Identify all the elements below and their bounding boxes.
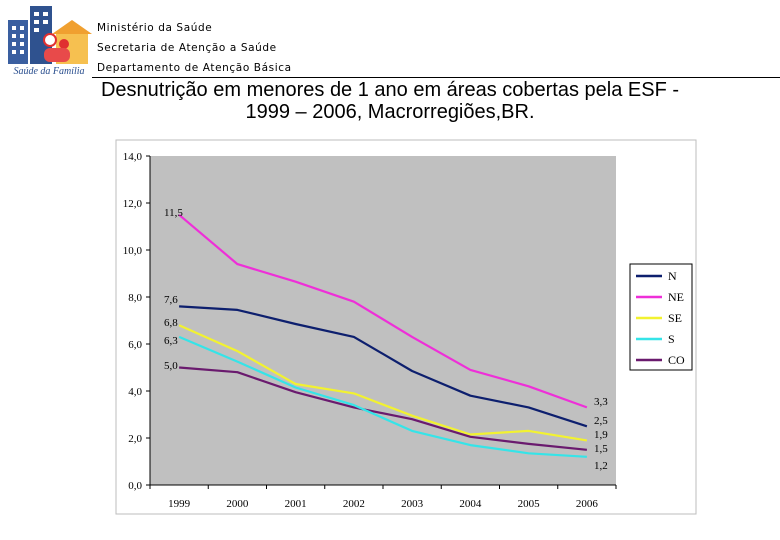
- x-tick-label: 2002: [343, 498, 365, 510]
- x-tick-label: 2004: [459, 498, 482, 510]
- x-tick-label: 2005: [518, 498, 541, 510]
- start-label-co: 5,0: [164, 360, 178, 372]
- end-label-ne: 3,3: [594, 396, 608, 408]
- y-tick-label: 12,0: [123, 198, 143, 210]
- y-tick-label: 14,0: [123, 151, 143, 163]
- series-line-s: [178, 335, 587, 458]
- y-tick-label: 4,0: [128, 386, 142, 398]
- header-rule: [92, 77, 780, 78]
- series-line-co: [179, 366, 588, 451]
- legend-label-co: CO: [668, 353, 685, 367]
- x-tick-label: 1999: [168, 498, 191, 510]
- legend-label-se: SE: [668, 311, 682, 325]
- y-tick-label: 10,0: [123, 245, 143, 257]
- y-tick-label: 2,0: [128, 433, 142, 445]
- legend-label-n: N: [668, 269, 677, 283]
- x-tick-label: 2003: [401, 498, 424, 510]
- end-label-n: 2,5: [594, 415, 608, 427]
- header-secretariat: Secretaria de Atenção a Saúde: [97, 42, 277, 54]
- end-label-se: 1,9: [594, 429, 608, 441]
- series-line-n: [179, 305, 588, 428]
- start-label-ne: 11,5: [164, 207, 183, 219]
- legend-label-s: S: [668, 332, 675, 346]
- start-label-s: 6,3: [164, 335, 178, 347]
- title-line-1: Desnutrição em menores de 1 ano em áreas…: [100, 79, 680, 101]
- header-ministry: Ministério da Saúde: [97, 22, 213, 34]
- saude-da-familia-logo: Saúde da Família: [4, 4, 94, 78]
- y-tick-label: 8,0: [128, 292, 142, 304]
- legend-label-ne: NE: [668, 290, 684, 304]
- header-department: Departamento de Atenção Básica: [97, 62, 292, 74]
- end-label-co: 1,5: [594, 443, 608, 455]
- end-label-s: 1,2: [594, 460, 608, 472]
- x-tick-label: 2006: [576, 498, 599, 510]
- x-tick-label: 2000: [226, 498, 249, 510]
- page-title: Desnutrição em menores de 1 ano em áreas…: [20, 79, 760, 123]
- y-tick-label: 6,0: [128, 339, 142, 351]
- start-label-n: 7,6: [164, 294, 178, 306]
- series-line-ne: [178, 213, 588, 409]
- y-tick-label: 0,0: [128, 480, 142, 492]
- x-tick-label: 2001: [285, 498, 307, 510]
- title-line-2: 1999 – 2006, Macrorregiões,BR.: [245, 101, 535, 123]
- start-label-se: 6,8: [164, 317, 178, 329]
- series-line-se: [178, 324, 588, 442]
- logo-caption: Saúde da Família: [13, 66, 85, 77]
